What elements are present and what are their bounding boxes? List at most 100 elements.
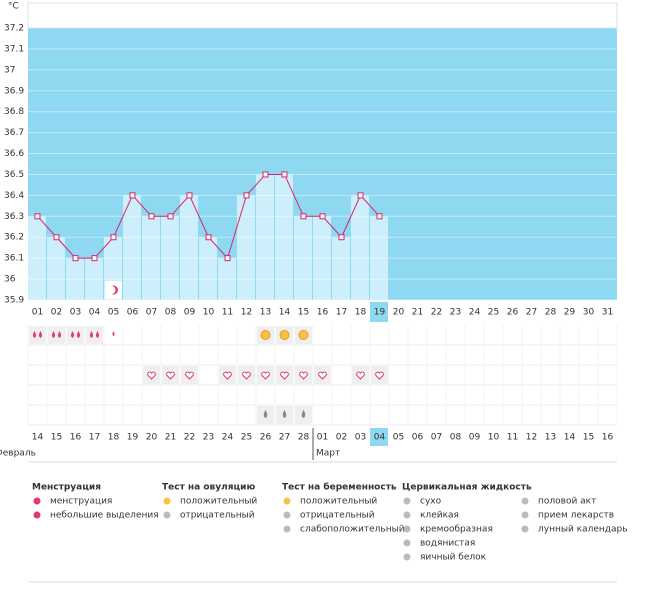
y-tick-label: 37	[4, 65, 15, 75]
y-tick-label: 36.4	[4, 191, 24, 201]
heart-icon	[318, 371, 327, 380]
bar	[275, 174, 293, 300]
legend-item: отрицательный	[300, 511, 375, 521]
x-tick-label: 29	[564, 308, 576, 318]
point	[110, 234, 117, 241]
menstruation-icon	[58, 331, 61, 338]
y-tick-label: 37.1	[4, 44, 24, 54]
top-band	[27, 2, 618, 29]
legend-icon	[33, 511, 41, 519]
date-label: 12	[526, 433, 537, 443]
menstruation-icon	[77, 331, 80, 338]
legend-item: отрицательный	[180, 511, 255, 521]
heart-icon	[280, 371, 289, 380]
ovulation-icon	[279, 330, 290, 340]
heart-icon	[356, 371, 365, 380]
legend-icon	[403, 553, 411, 561]
ovulation-icon	[260, 330, 271, 340]
x-tick-label: 07	[146, 308, 157, 318]
legend-icon	[163, 511, 171, 519]
bar	[142, 216, 160, 300]
legend-icon	[163, 497, 171, 505]
date-label: 13	[545, 433, 556, 443]
menstruation-icon	[39, 331, 42, 338]
date-label: 15	[51, 433, 62, 443]
point	[243, 192, 250, 199]
legend-icon	[403, 497, 411, 505]
point	[129, 192, 136, 199]
date-label: 16	[70, 433, 82, 443]
y-tick-label: 36.2	[4, 233, 24, 243]
y-tick-label: 36.9	[4, 86, 24, 96]
point	[262, 171, 269, 178]
legend-title: Тест на беременность	[282, 482, 397, 493]
date-label: 10	[488, 433, 500, 443]
legend-item: положительный	[180, 497, 257, 507]
x-tick-label: 06	[127, 308, 139, 318]
menstruation-icon	[96, 331, 99, 338]
y-tick-label: 35.9	[4, 296, 24, 306]
y-unit: °C	[8, 2, 19, 12]
x-tick-label: 05	[108, 308, 119, 318]
bar	[161, 216, 179, 300]
bar	[313, 216, 331, 300]
legend-icon	[403, 539, 411, 547]
bar	[218, 258, 236, 300]
date-label: 18	[108, 433, 120, 443]
legend-icon	[521, 497, 529, 505]
legend-item: яичный белок	[420, 553, 487, 563]
date-label: 19	[127, 433, 139, 443]
date-label: 04	[374, 433, 386, 443]
legend-item: слабоположительный	[300, 525, 405, 535]
date-label: 27	[279, 433, 290, 443]
x-tick-label: 28	[545, 308, 557, 318]
month-label: Февраль	[0, 449, 36, 459]
y-tick-label: 36.8	[4, 107, 24, 117]
point	[376, 213, 383, 220]
watery-icon	[282, 410, 287, 418]
date-label: 22	[184, 433, 195, 443]
x-tick-label: 03	[70, 308, 81, 318]
moon-icon-cut	[107, 286, 116, 294]
date-highlight	[370, 428, 388, 446]
date-label: 17	[89, 433, 100, 443]
date-label: 14	[564, 433, 576, 443]
menstruation-icon	[71, 331, 74, 338]
bar	[47, 237, 65, 300]
x-tick-label: 30	[583, 308, 595, 318]
ovulation-icon	[298, 330, 309, 340]
watery-icon	[301, 410, 306, 418]
heart-icon	[261, 371, 270, 380]
date-label: 11	[507, 433, 518, 443]
date-label: 28	[298, 433, 310, 443]
x-tick-label: 16	[317, 308, 329, 318]
point	[319, 213, 326, 220]
icon-cell	[29, 326, 46, 344]
legend-icon	[403, 511, 411, 519]
y-tick-label: 36	[4, 275, 16, 285]
x-tick-label: 14	[279, 308, 291, 318]
legend-item: клейкая	[420, 511, 459, 521]
legend-icon	[33, 497, 41, 505]
x-tick-label: 27	[526, 308, 537, 318]
icon-cell	[86, 326, 103, 344]
y-tick-label: 36.6	[4, 149, 24, 159]
point	[34, 213, 41, 220]
heart-icon	[185, 371, 194, 380]
legend-item: прием лекарств	[538, 511, 614, 521]
legend-item: водянистая	[420, 539, 475, 549]
light-discharge-icon	[112, 331, 115, 336]
point	[167, 213, 174, 220]
x-tick-label: 24	[469, 308, 481, 318]
legend-item: положительный	[300, 497, 377, 507]
bar	[332, 237, 350, 300]
bar	[180, 195, 198, 300]
date-label: 03	[355, 433, 366, 443]
x-tick-label: 23	[450, 308, 461, 318]
heart-icon	[166, 371, 175, 380]
x-tick-label: 19	[374, 308, 386, 318]
watery-icon	[263, 410, 268, 418]
x-tick-label: 15	[298, 308, 309, 318]
point	[205, 234, 212, 241]
x-tick-label: 22	[431, 308, 442, 318]
